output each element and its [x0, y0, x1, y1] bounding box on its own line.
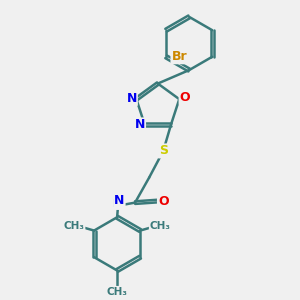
- Text: N: N: [127, 92, 137, 105]
- Text: O: O: [180, 91, 190, 104]
- Text: CH₃: CH₃: [106, 287, 128, 297]
- Text: N: N: [135, 118, 145, 131]
- Text: Br: Br: [171, 50, 187, 63]
- Text: O: O: [158, 194, 169, 208]
- Text: S: S: [159, 145, 168, 158]
- Text: CH₃: CH₃: [150, 221, 171, 231]
- Text: CH₃: CH₃: [64, 221, 85, 231]
- Text: H: H: [112, 199, 120, 209]
- Text: N: N: [114, 194, 124, 207]
